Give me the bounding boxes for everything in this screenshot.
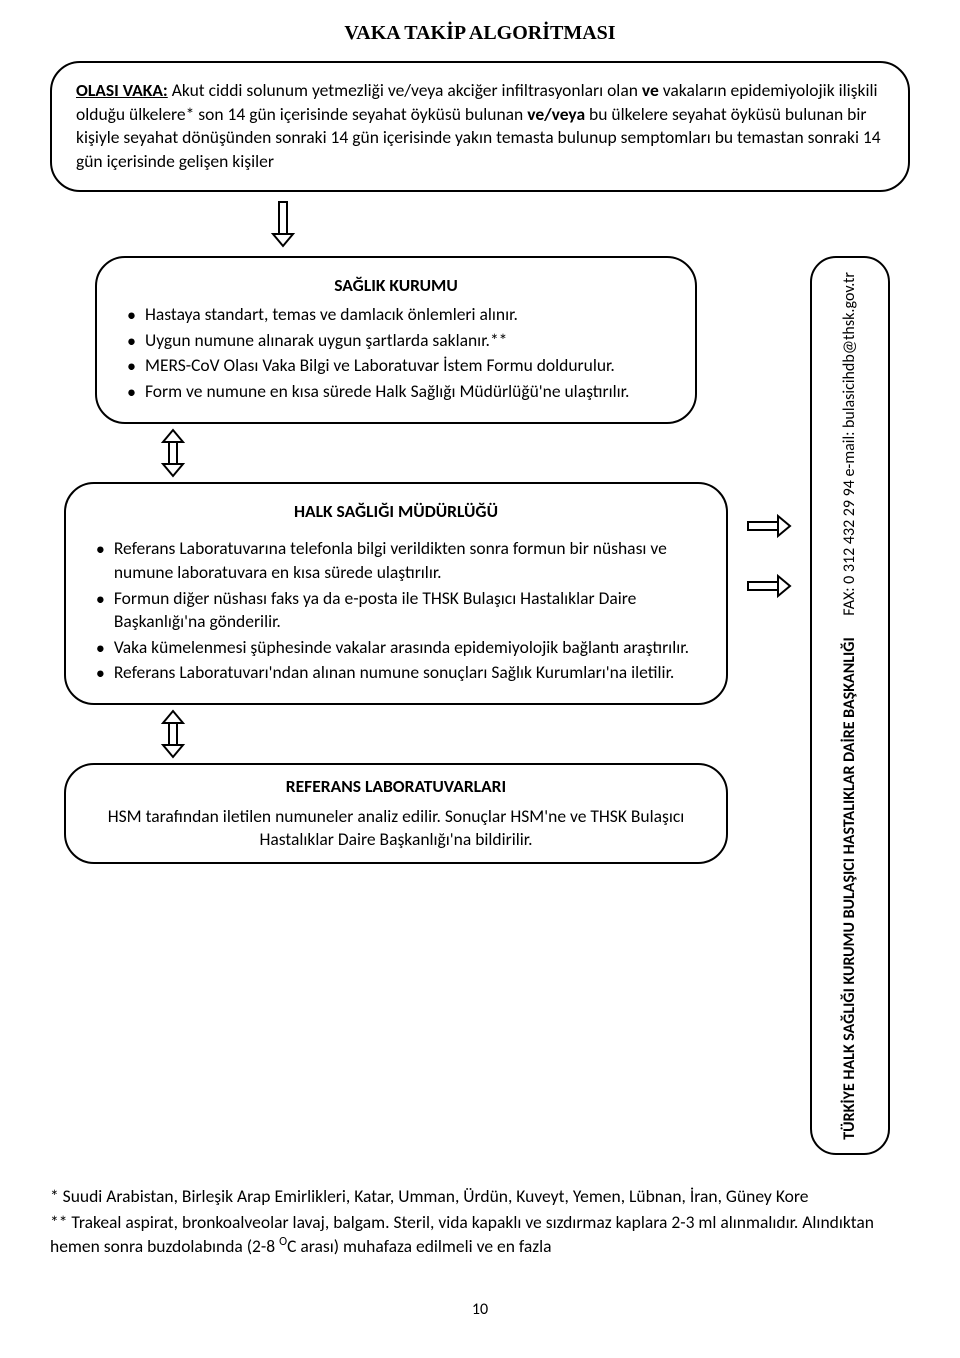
arrow-down-icon [270, 200, 296, 248]
footnotes: * Suudi Arabistan, Birleşik Arap Emirlik… [50, 1185, 910, 1259]
arrow-right-icon [746, 573, 792, 599]
panel-referans-lab: REFERANS LABORATUVARLARI HSM tarafından … [64, 763, 728, 864]
halk-sagligi-title: HALK SAĞLIĞI MÜDÜRLÜĞÜ [90, 500, 702, 524]
sidebar-org-name: TÜRKİYE HALK SAĞLIĞI KURUMU BULAŞICI HAS… [840, 637, 859, 1139]
footnote-2: ** Trakeal aspirat, bronkoalveolar lavaj… [50, 1211, 910, 1259]
list-item: Formun diğer nüshası faks ya da e-posta … [114, 587, 702, 634]
olasi-vaka-text: OLASI VAKA: Akut ciddi solunum yetmezliğ… [76, 79, 884, 174]
arrow-updown-icon [160, 709, 186, 759]
panel-saglik-kurumu: SAĞLIK KURUMU Hastaya standart, temas ve… [95, 256, 697, 424]
arrow-right-icon [746, 513, 792, 539]
list-item: Referans Laboratuvarı'ndan alınan numune… [114, 661, 702, 685]
referans-lab-text: HSM tarafından iletilen numuneler analiz… [90, 805, 702, 852]
list-item: Form ve numune en kısa sürede Halk Sağlı… [145, 380, 671, 404]
panel-olasi-vaka: OLASI VAKA: Akut ciddi solunum yetmezliğ… [50, 61, 910, 192]
list-item: Hastaya standart, temas ve damlacık önle… [145, 303, 671, 327]
list-item: Referans Laboratuvarına telefonla bilgi … [114, 537, 702, 584]
olasi-vaka-label: OLASI VAKA: [76, 79, 168, 101]
page-title: VAKA TAKİP ALGORİTMASI [50, 20, 910, 47]
referans-lab-title: REFERANS LABORATUVARLARI [90, 775, 702, 799]
panel-thsk-sidebar: TÜRKİYE HALK SAĞLIĞI KURUMU BULAŞICI HAS… [810, 256, 890, 1156]
list-item: MERS-CoV Olası Vaka Bilgi ve Laboratuvar… [145, 354, 671, 378]
right-arrows-column [742, 256, 790, 636]
list-item: Uygun numune alınarak uygun şartlarda sa… [145, 329, 671, 353]
sidebar-contact: FAX: 0 312 432 29 94 e-mail: bulasicihdb… [840, 272, 859, 616]
saglik-kurumu-title: SAĞLIK KURUMU [121, 274, 671, 298]
panel-halk-sagligi: HALK SAĞLIĞI MÜDÜRLÜĞÜ Referans Laboratu… [64, 482, 728, 705]
list-item: Vaka kümelenmesi şüphesinde vakalar aras… [114, 636, 702, 660]
page-number: 10 [50, 1299, 910, 1321]
footnote-1: * Suudi Arabistan, Birleşik Arap Emirlik… [50, 1185, 910, 1209]
arrow-updown-icon [160, 428, 186, 478]
